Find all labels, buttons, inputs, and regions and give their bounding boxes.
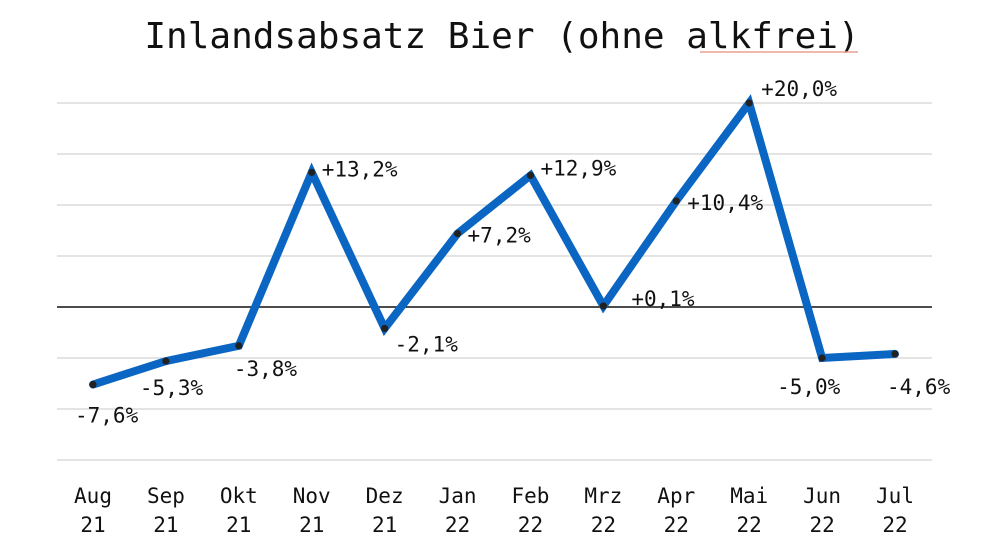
data-label: +10,4% bbox=[687, 191, 763, 215]
data-label: +12,9% bbox=[540, 156, 616, 180]
x-tick-year: 22 bbox=[664, 513, 689, 537]
data-point bbox=[308, 168, 316, 176]
x-tick-year: 22 bbox=[518, 513, 543, 537]
data-label: -4,6% bbox=[887, 375, 951, 399]
x-tick-year: 22 bbox=[809, 513, 834, 537]
x-tick-month: Mai bbox=[730, 484, 768, 508]
data-labels: -7,6%-5,3% -3,8% +13,2% -2,1% +7,2% +12,9% +0,… bbox=[75, 77, 951, 428]
data-label: -5,0% bbox=[777, 375, 841, 399]
data-point bbox=[891, 350, 899, 358]
x-axis-ticks: Aug 21 Sep 21 Okt 21 Nov 21 Dez 21 Jan 22 Feb 22 Mrz 22… bbox=[74, 484, 914, 537]
x-tick-month: Mrz bbox=[584, 484, 622, 508]
data-label: -3,8% bbox=[234, 357, 298, 381]
x-tick-month: Nov bbox=[293, 484, 331, 508]
series-group bbox=[89, 94, 899, 389]
x-tick-year: 22 bbox=[737, 513, 762, 537]
x-tick-year: 22 bbox=[591, 513, 616, 537]
chart-title: Inlandsabsatz Bier (ohne alkfrei) bbox=[144, 16, 859, 57]
x-tick-year: 21 bbox=[226, 513, 251, 537]
x-tick-year: 21 bbox=[153, 513, 178, 537]
x-tick-year: 22 bbox=[882, 513, 907, 537]
data-point bbox=[745, 99, 753, 107]
data-point bbox=[526, 171, 535, 180]
data-point bbox=[89, 380, 97, 389]
data-label: +7,2% bbox=[468, 224, 532, 248]
x-tick-month: Jul bbox=[876, 484, 914, 508]
data-point bbox=[818, 354, 826, 362]
x-tick-month: Jun bbox=[803, 484, 841, 508]
data-label: +0,1% bbox=[631, 287, 695, 311]
x-tick-month: Feb bbox=[511, 484, 549, 508]
x-tick-year: 22 bbox=[445, 513, 470, 537]
data-point bbox=[599, 302, 607, 310]
x-tick-month: Apr bbox=[657, 484, 695, 508]
x-tick-month: Sep bbox=[147, 484, 185, 508]
points-group bbox=[89, 99, 899, 389]
data-point bbox=[235, 342, 243, 350]
x-tick-year: 21 bbox=[80, 513, 105, 537]
series-line bbox=[89, 94, 899, 389]
x-tick-month: Jan bbox=[439, 484, 477, 508]
x-tick-year: 21 bbox=[299, 513, 324, 537]
x-tick-month: Dez bbox=[366, 484, 404, 508]
x-tick-month: Okt bbox=[220, 484, 258, 508]
data-label: -7,6% bbox=[75, 404, 139, 428]
x-tick-year: 21 bbox=[372, 513, 397, 537]
x-tick-month: Aug bbox=[74, 484, 112, 508]
data-point bbox=[162, 357, 170, 365]
data-label: +13,2% bbox=[322, 157, 398, 181]
data-label: -2,1% bbox=[395, 332, 459, 356]
data-point bbox=[672, 197, 680, 205]
data-label: -5,3% bbox=[140, 376, 204, 400]
data-label: +20,0% bbox=[761, 77, 837, 101]
data-point bbox=[381, 324, 389, 333]
data-point bbox=[453, 229, 462, 238]
